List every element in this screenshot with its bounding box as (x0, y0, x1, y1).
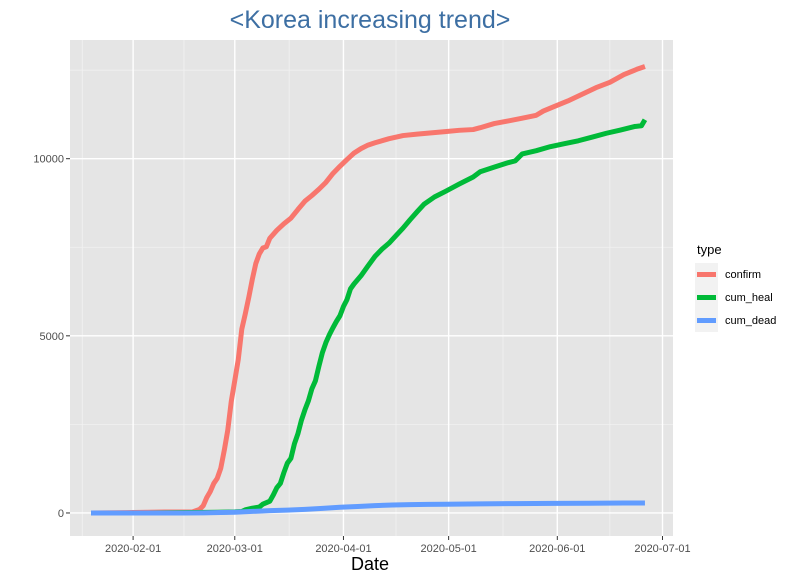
plot-panel (70, 40, 673, 536)
grid-major (70, 40, 673, 536)
y-axis: 0 5000 10000 (33, 154, 70, 520)
x-axis: 2020-02-01 2020-03-01 2020-04-01 2020-05-01… (105, 536, 691, 555)
legend-title: type (697, 242, 722, 257)
x-axis-title: Date (351, 554, 389, 574)
legend-label: cum_dead (725, 315, 776, 327)
legend: type confirm cum_heal cum_dead (695, 242, 776, 332)
y-tick-label: 10000 (33, 154, 64, 166)
x-tick-label: 2020-04-01 (315, 543, 371, 555)
series-line-cum_dead (91, 500, 645, 516)
series-line-confirm (91, 64, 646, 516)
y-tick-label: 5000 (40, 331, 64, 343)
legend-label: cum_heal (725, 292, 773, 304)
x-tick-label: 2020-03-01 (207, 543, 263, 555)
x-tick-label: 2020-07-01 (634, 543, 690, 555)
legend-label: confirm (725, 269, 761, 281)
x-tick-label: 2020-06-01 (529, 543, 585, 555)
legend-item-cum_heal: cum_heal (695, 286, 773, 309)
x-tick-label: 2020-05-01 (420, 543, 476, 555)
chart-title: <Korea increasing trend> (230, 6, 511, 34)
x-tick-label: 2020-02-01 (105, 543, 161, 555)
y-tick-label: 0 (58, 508, 64, 520)
series-layer (91, 64, 648, 516)
legend-item-cum_dead: cum_dead (695, 309, 776, 332)
legend-items: confirm cum_heal cum_dead (695, 263, 776, 332)
legend-item-confirm: confirm (695, 263, 761, 286)
series-line-cum_heal (91, 118, 648, 516)
